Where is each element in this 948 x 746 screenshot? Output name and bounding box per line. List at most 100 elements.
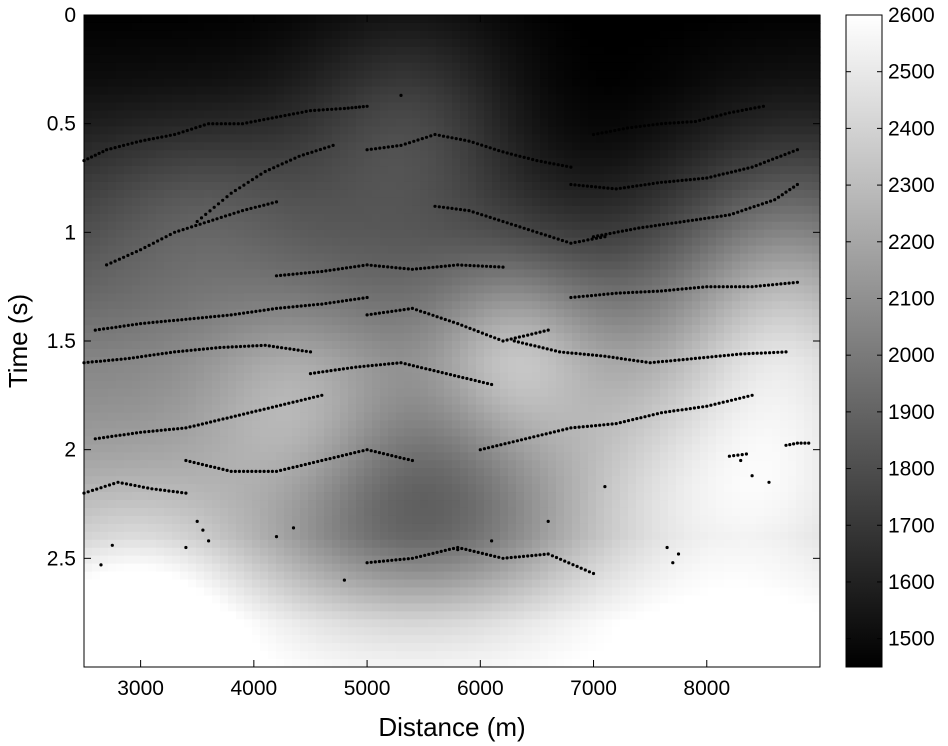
velocity-heatmap — [84, 15, 821, 668]
heatmap-cell — [308, 189, 317, 199]
heatmap-cell — [548, 134, 557, 143]
heatmap-cell — [140, 54, 149, 64]
heatmap-cell — [380, 587, 389, 597]
heatmap-cell — [380, 539, 389, 549]
heatmap-cell — [316, 86, 325, 96]
heatmap-cell — [468, 619, 477, 628]
heatmap-cell — [108, 364, 117, 374]
heatmap-cell — [172, 341, 181, 350]
heatmap-cell — [460, 380, 469, 390]
heatmap-cell — [372, 94, 381, 104]
heatmap-cell — [396, 134, 405, 143]
heatmap-cell — [556, 563, 565, 573]
heatmap-cell — [484, 333, 493, 342]
heatmap-cell — [268, 333, 277, 342]
heatmap-cell — [156, 126, 165, 135]
heatmap-cell — [548, 364, 557, 374]
heatmap-cell — [164, 221, 173, 231]
heatmap-cell — [404, 325, 413, 334]
heatmap-cell — [188, 364, 197, 374]
heatmap-cell — [396, 166, 405, 175]
heatmap-cell — [148, 492, 157, 501]
heatmap-cell — [396, 587, 405, 597]
heatmap-cell — [404, 500, 413, 509]
heatmap-cell — [180, 102, 189, 112]
heatmap-cell — [244, 285, 253, 294]
heatmap-cell — [188, 269, 197, 278]
heatmap-cell — [204, 571, 213, 581]
heatmap-cell — [188, 78, 197, 88]
heatmap-cell — [468, 181, 477, 191]
heatmap-cell — [404, 229, 413, 239]
heatmap-cell — [332, 277, 341, 286]
heatmap-cell — [444, 181, 453, 191]
heatmap-cell — [316, 38, 325, 48]
heatmap-cell — [372, 54, 381, 64]
heatmap-cell — [268, 174, 277, 183]
heatmap-cell — [452, 150, 461, 159]
heatmap-cell — [532, 205, 541, 215]
heatmap-cell — [84, 579, 93, 589]
heatmap-cell — [268, 221, 277, 231]
heatmap-cell — [388, 30, 397, 40]
heatmap-cell — [124, 78, 133, 88]
heatmap-cell — [468, 348, 477, 358]
heatmap-cell — [340, 261, 349, 271]
heatmap-cell — [300, 341, 309, 350]
heatmap-cell — [108, 205, 117, 215]
heatmap-cell — [308, 54, 317, 64]
heatmap-cell — [188, 539, 197, 549]
heatmap-cell — [540, 444, 549, 453]
heatmap-cell — [444, 269, 453, 278]
heatmap-cell — [332, 348, 341, 358]
heatmap-cell — [188, 523, 197, 533]
heatmap-cell — [292, 110, 301, 119]
heatmap-cell — [404, 404, 413, 414]
heatmap-cell — [180, 118, 189, 127]
heatmap-cell — [284, 595, 293, 604]
heatmap-cell — [172, 436, 181, 445]
heatmap-cell — [100, 166, 109, 175]
heatmap-cell — [196, 380, 205, 390]
heatmap-cell — [108, 436, 117, 445]
heatmap-cell — [500, 348, 509, 358]
heatmap-cell — [148, 118, 157, 127]
heatmap-cell — [404, 412, 413, 422]
heatmap-cell — [396, 158, 405, 167]
heatmap-cell — [564, 158, 573, 167]
heatmap-cell — [204, 181, 213, 191]
heatmap-cell — [412, 94, 421, 104]
heatmap-cell — [508, 126, 517, 135]
heatmap-cell — [228, 643, 237, 652]
heatmap-cell — [372, 317, 381, 326]
heatmap-cell — [308, 372, 317, 382]
heatmap-cell — [412, 46, 421, 56]
heatmap-cell — [484, 213, 493, 223]
heatmap-cell — [348, 197, 357, 207]
heatmap-cell — [252, 118, 261, 127]
heatmap-cell — [140, 507, 149, 517]
heatmap-cell — [188, 15, 197, 24]
heatmap-cell — [532, 174, 541, 183]
heatmap-cell — [220, 110, 229, 119]
heatmap-cell — [164, 500, 173, 509]
heatmap-cell — [428, 579, 437, 589]
heatmap-cell — [300, 396, 309, 406]
heatmap-cell — [188, 333, 197, 342]
heatmap-cell — [244, 22, 253, 32]
heatmap-cell — [364, 30, 373, 40]
heatmap-cell — [452, 237, 461, 247]
heatmap-cell — [316, 309, 325, 318]
heatmap-cell — [172, 396, 181, 406]
heatmap-cell — [292, 293, 301, 302]
heatmap-cell — [124, 38, 133, 48]
heatmap-cell — [324, 341, 333, 350]
heatmap-cell — [420, 444, 429, 453]
heatmap-cell — [524, 78, 533, 88]
heatmap-cell — [156, 444, 165, 453]
heatmap-cell — [100, 158, 109, 167]
heatmap-cell — [396, 388, 405, 398]
heatmap-cell — [124, 22, 133, 32]
heatmap-cell — [260, 412, 269, 422]
heatmap-cell — [100, 181, 109, 191]
